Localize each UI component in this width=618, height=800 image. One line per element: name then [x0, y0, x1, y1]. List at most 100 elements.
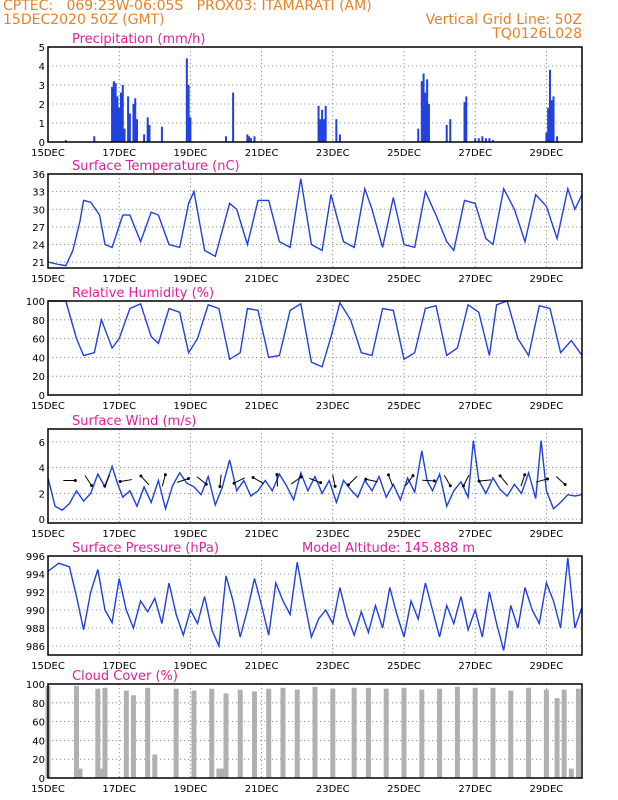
- wind-arrow-head: [103, 484, 107, 488]
- x-tick-label: 23DEC: [316, 148, 350, 159]
- x-tick-label: 25DEC: [387, 784, 421, 795]
- panel-frame: [47, 683, 583, 779]
- y-tick-label: 0: [39, 774, 45, 785]
- data-bar: [219, 768, 225, 778]
- x-tick-label: 17DEC: [102, 661, 136, 672]
- panel-title: Surface Pressure (hPa): [72, 541, 219, 556]
- data-bar: [492, 140, 494, 142]
- y-tick-label: 986: [26, 642, 45, 653]
- wind-arrow: [140, 475, 150, 486]
- data-line: [48, 300, 583, 368]
- data-bar: [420, 81, 423, 142]
- data-bar: [225, 136, 227, 142]
- wind-arrow: [555, 476, 566, 485]
- data-bar: [251, 691, 257, 778]
- data-bar: [552, 96, 555, 142]
- y-tick-label: 4: [39, 62, 45, 73]
- data-bar: [114, 83, 117, 142]
- panel-frame: [47, 300, 583, 396]
- panel-title: Surface Temperature (nC): [72, 159, 240, 174]
- wind-arrow: [520, 474, 526, 487]
- x-tick-label: 17DEC: [102, 274, 136, 285]
- data-bar: [146, 117, 149, 142]
- data-bar: [118, 107, 121, 142]
- data-bar: [545, 132, 548, 142]
- header-left-line2: 15DEC2020 50Z (GMT): [3, 12, 165, 28]
- data-bar: [173, 688, 179, 778]
- panel-title: Precipitation (mm/h): [72, 32, 205, 47]
- wind-arrow: [120, 479, 133, 482]
- wind-arrow: [479, 479, 492, 482]
- data-bar: [136, 119, 138, 142]
- x-tick-label: 17DEC: [102, 529, 136, 540]
- panel-title: Cloud Cover (%): [72, 669, 178, 684]
- y-tick-label: 24: [32, 241, 45, 252]
- x-tick-label: 29DEC: [530, 529, 564, 540]
- data-bar: [223, 693, 229, 778]
- data-bar: [148, 124, 151, 142]
- wind-arrow-head: [73, 479, 77, 483]
- panel-frame: [47, 555, 583, 656]
- y-tick-label: 60: [32, 718, 45, 729]
- data-bar: [123, 690, 129, 778]
- x-tick-label: 21DEC: [245, 661, 279, 672]
- y-tick-label: 80: [32, 316, 45, 327]
- data-bar: [130, 695, 136, 778]
- wind-arrow-head: [163, 473, 167, 477]
- data-bar: [437, 688, 443, 778]
- data-bar: [98, 768, 104, 778]
- y-tick-label: 1: [39, 119, 45, 130]
- y-tick-label: 0: [39, 515, 45, 526]
- wind-arrow-head: [347, 483, 351, 487]
- data-bar: [116, 96, 119, 142]
- wind-arrow: [332, 474, 336, 487]
- data-bar: [132, 104, 135, 142]
- x-tick-label: 21DEC: [245, 148, 279, 159]
- wind-arrow-head: [546, 477, 550, 481]
- x-tick-label: 29DEC: [530, 661, 564, 672]
- data-bar: [160, 126, 163, 142]
- x-tick-label: 23DEC: [316, 784, 350, 795]
- wind-arrow-head: [251, 476, 255, 480]
- data-bar: [484, 138, 487, 142]
- y-tick-label: 20: [32, 372, 45, 383]
- x-tick-label: 29DEC: [530, 274, 564, 285]
- wind-arrow: [176, 478, 189, 483]
- x-tick-label: 15DEC: [31, 529, 65, 540]
- data-line: [47, 557, 583, 651]
- wind-arrow-head: [432, 479, 436, 483]
- x-tick-label: 25DEC: [387, 401, 421, 412]
- data-bar: [232, 92, 235, 142]
- x-tick-label: 23DEC: [316, 529, 350, 540]
- data-bar: [237, 689, 243, 778]
- wind-arrow-head: [386, 473, 390, 477]
- x-tick-label: 19DEC: [174, 401, 208, 412]
- data-bar: [312, 686, 318, 778]
- data-bar: [112, 81, 115, 142]
- data-bar: [119, 92, 122, 142]
- wind-arrow-head: [218, 484, 222, 488]
- wind-arrow: [443, 475, 451, 486]
- data-bar: [330, 688, 336, 778]
- data-bar: [253, 136, 256, 142]
- data-bar: [338, 134, 341, 142]
- wind-arrow-head: [186, 477, 190, 481]
- y-tick-label: 100: [26, 680, 45, 691]
- panel-annotation: Model Altitude: 145.888 m: [302, 541, 475, 556]
- data-bar: [249, 138, 252, 142]
- wind-arrow-head: [275, 473, 279, 477]
- x-tick-label: 25DEC: [387, 661, 421, 672]
- wind-arrow-head: [232, 481, 236, 485]
- y-tick-label: 990: [26, 606, 45, 617]
- x-tick-label: 15DEC: [31, 661, 65, 672]
- x-tick-label: 15DEC: [31, 274, 65, 285]
- data-bar: [424, 92, 427, 142]
- x-tick-label: 15DEC: [31, 784, 65, 795]
- panel-frame: [47, 428, 583, 524]
- data-bar: [401, 687, 407, 778]
- data-bar: [280, 687, 286, 778]
- data-bar: [209, 688, 215, 778]
- header-right-line2: Vertical Grid Line: 50Z: [425, 12, 582, 28]
- wind-arrow-head: [563, 483, 567, 487]
